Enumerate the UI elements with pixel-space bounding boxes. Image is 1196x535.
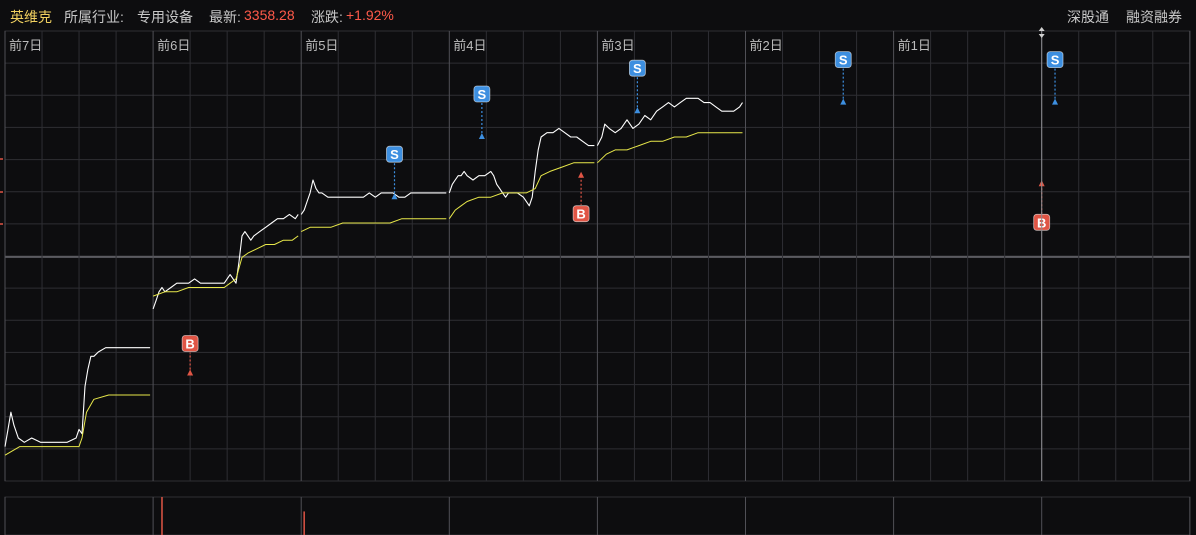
day-label: 前3日 bbox=[601, 38, 634, 53]
stock-name[interactable]: 英维克 bbox=[10, 9, 52, 25]
change-value: +1.92% bbox=[346, 7, 394, 23]
avg-price-line-day-4 bbox=[597, 132, 743, 164]
change-label: 涨跌: bbox=[311, 9, 343, 25]
day-label: 前2日 bbox=[750, 38, 783, 53]
sell-signal-label: S bbox=[633, 61, 642, 76]
buy-signal-badge[interactable] bbox=[181, 335, 199, 352]
avg-price-line-day-3 bbox=[448, 162, 595, 219]
price-line-day-1 bbox=[152, 213, 299, 310]
avg-price-line-day-2 bbox=[300, 218, 447, 233]
sell-signal-badge[interactable] bbox=[473, 85, 491, 103]
day-label: 前5日 bbox=[305, 38, 338, 53]
shenzhen-connect-link[interactable]: 深股通 bbox=[1067, 9, 1109, 25]
signal-marker bbox=[478, 133, 485, 139]
sell-signal-badge[interactable] bbox=[834, 51, 852, 68]
avg-price-line-day-0 bbox=[4, 394, 151, 456]
day-label: 前1日 bbox=[898, 38, 931, 53]
day-label: 前7日 bbox=[9, 38, 42, 53]
day-label: 前6日 bbox=[157, 38, 190, 53]
signal-marker bbox=[634, 107, 641, 114]
signal-marker bbox=[840, 98, 847, 105]
buy-signal-badge[interactable] bbox=[572, 205, 590, 223]
sell-signal-badge[interactable] bbox=[1046, 51, 1064, 68]
signal-marker bbox=[391, 193, 398, 200]
price-line-day-4 bbox=[596, 97, 743, 146]
price-line-day-3 bbox=[448, 127, 595, 207]
avg-price-line-day-1 bbox=[152, 235, 299, 297]
signal-marker bbox=[187, 369, 194, 376]
quote-header: 英维克 所属行业: 专用设备 最新: 3358.28 涨跌: +1.92% 深股… bbox=[0, 0, 1196, 30]
day-label: 前4日 bbox=[453, 38, 486, 53]
sell-signal-label: S bbox=[839, 53, 848, 68]
sell-signal-label: S bbox=[1051, 53, 1060, 68]
signal-marker bbox=[1052, 98, 1059, 105]
industry-value[interactable]: 专用设备 bbox=[137, 9, 193, 25]
signal-marker bbox=[578, 171, 585, 178]
sell-signal-badge[interactable] bbox=[628, 59, 646, 77]
industry-label: 所属行业: bbox=[64, 9, 124, 25]
crosshair-drag-handle-icon[interactable] bbox=[1038, 27, 1045, 38]
sell-signal-label: S bbox=[478, 87, 487, 102]
buy-signal-label: B bbox=[185, 337, 194, 352]
sell-signal-label: S bbox=[390, 147, 399, 162]
sell-signal-badge[interactable] bbox=[386, 145, 403, 163]
last-price-label: 最新: bbox=[209, 9, 241, 25]
buy-signal-label: B bbox=[576, 207, 585, 222]
margin-trading-link[interactable]: 融资融券 bbox=[1126, 9, 1182, 25]
price-line-day-2 bbox=[300, 179, 447, 215]
price-line-day-0 bbox=[4, 347, 151, 447]
last-price-value: 3358.28 bbox=[244, 7, 295, 23]
